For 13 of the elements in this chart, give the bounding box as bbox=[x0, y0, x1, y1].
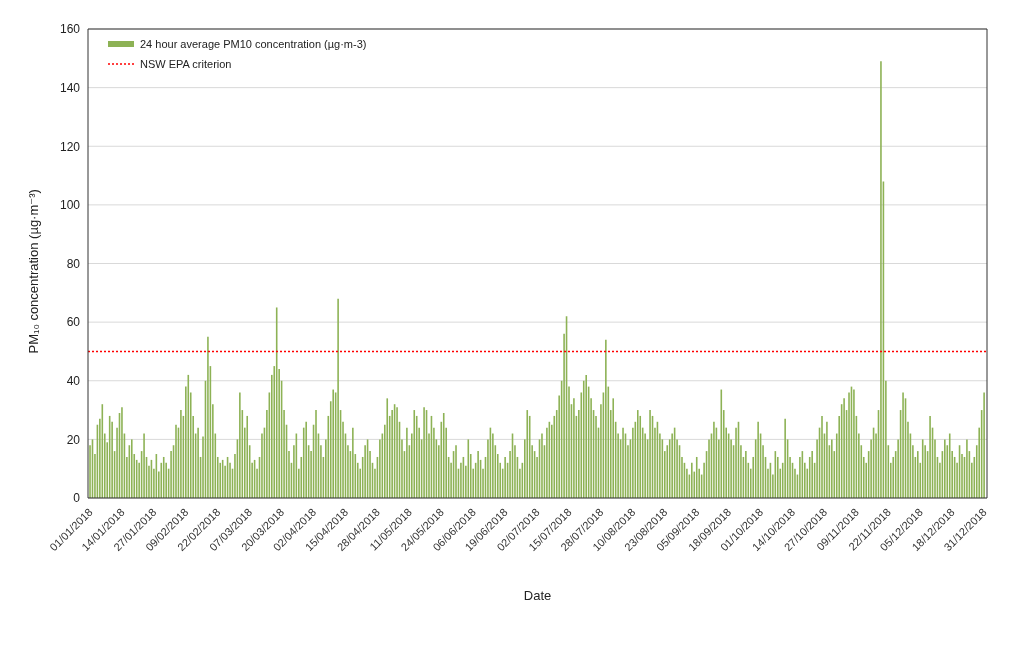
y-tick-label: 60 bbox=[66, 315, 81, 330]
y-tick-label: 40 bbox=[66, 374, 81, 389]
y-tick-label: 20 bbox=[66, 432, 81, 447]
y-tick-label: 80 bbox=[66, 256, 81, 271]
y-tick-label: 0 bbox=[73, 491, 81, 506]
y-axis-title: PM₁₀ concentration (µg·m⁻³) bbox=[25, 189, 41, 354]
legend-label: NSW EPA criterion bbox=[140, 57, 232, 72]
y-tick-label: 120 bbox=[59, 139, 81, 154]
x-axis-title: Date bbox=[523, 588, 552, 603]
legend-label: 24 hour average PM10 concentration (µg·m-3) bbox=[140, 37, 367, 52]
y-tick-label: 140 bbox=[59, 80, 81, 95]
y-tick-label: 100 bbox=[59, 198, 81, 213]
y-tick-label: 160 bbox=[59, 22, 81, 37]
